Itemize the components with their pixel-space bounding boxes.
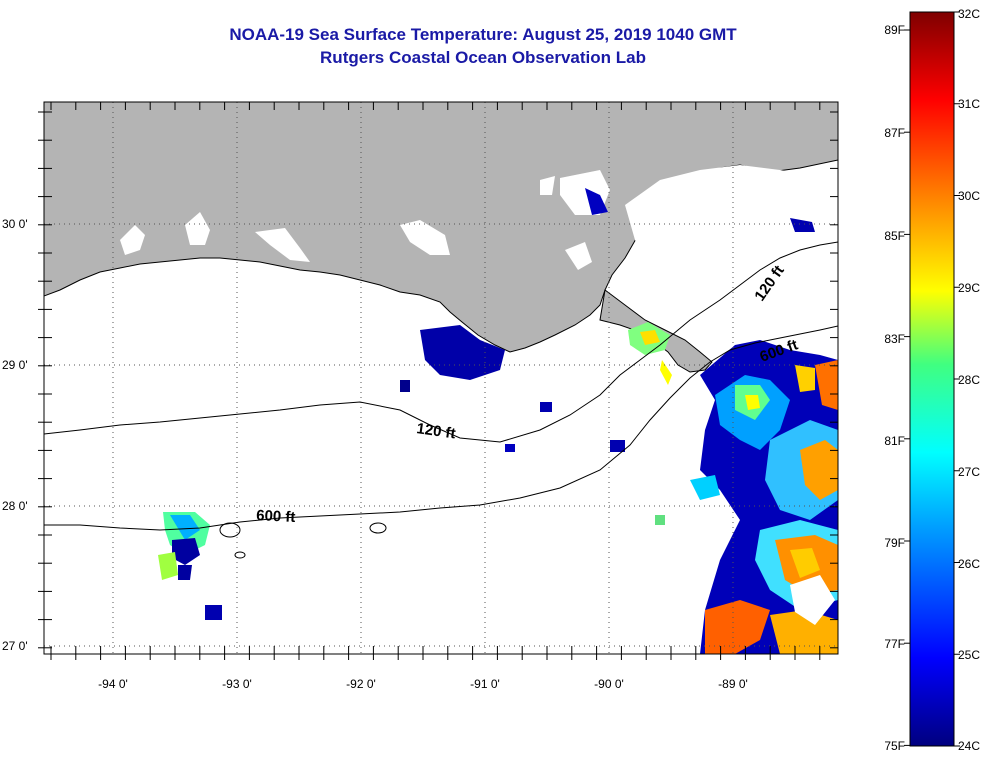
- lake: [255, 228, 310, 262]
- contour-loop: [369, 522, 387, 534]
- contour-120ft: [44, 241, 838, 443]
- colorbar: [909, 11, 955, 747]
- contour-label-120ft-west: 120 ft: [415, 420, 456, 442]
- colorbar-f-label: 83F: [884, 332, 905, 346]
- contour-loop: [219, 522, 241, 538]
- colorbar-f-label: 87F: [884, 126, 905, 140]
- colorbar-c-label: 25C: [958, 648, 980, 662]
- colorbar-c-label: 30C: [958, 189, 980, 203]
- contour-label-600ft-west: 600 ft: [256, 507, 296, 526]
- colorbar-c-label: 31C: [958, 97, 980, 111]
- contour-loop: [234, 551, 246, 559]
- lat-label: 28 0': [2, 499, 28, 513]
- lon-label: -90 0': [594, 677, 624, 691]
- colorbar-f-label: 79F: [884, 536, 905, 550]
- lake: [120, 225, 145, 255]
- lat-label: 29 0': [2, 358, 28, 372]
- map-frame: [43, 101, 839, 655]
- contour-600ft: [44, 325, 838, 531]
- grid-lines: [44, 102, 838, 654]
- lon-label: -91 0': [470, 677, 500, 691]
- colorbar-c-label: 24C: [958, 739, 980, 753]
- lat-label: 27 0': [2, 639, 28, 653]
- lat-label: 30 0': [2, 217, 28, 231]
- lon-label: -93 0': [222, 677, 252, 691]
- cloud-patch: [625, 165, 838, 345]
- lon-label: -94 0': [98, 677, 128, 691]
- colorbar-c-label: 26C: [958, 557, 980, 571]
- map-title: NOAA-19 Sea Surface Temperature: August …: [229, 25, 737, 44]
- lake: [565, 242, 592, 270]
- sst-data: [158, 188, 838, 654]
- colorbar-f-label: 85F: [884, 229, 905, 243]
- colorbar-c-label: 27C: [958, 465, 980, 479]
- colorbar-f-label: 89F: [884, 23, 905, 37]
- colorbar-f-label: 77F: [884, 637, 905, 651]
- colorbar-f-label: 75F: [884, 739, 905, 753]
- colorbar-c-label: 32C: [958, 7, 980, 21]
- axis-ticks: [38, 102, 838, 660]
- colorbar-c-label: 29C: [958, 281, 980, 295]
- lon-label: -89 0': [718, 677, 748, 691]
- lake: [540, 176, 555, 195]
- colorbar-c-label: 28C: [958, 373, 980, 387]
- lon-label: -92 0': [346, 677, 376, 691]
- lake: [400, 220, 450, 255]
- map-subtitle: Rutgers Coastal Ocean Observation Lab: [320, 48, 646, 67]
- colorbar-f-label: 81F: [884, 434, 905, 448]
- colorbar-ticks: [904, 11, 960, 747]
- lake: [185, 212, 210, 245]
